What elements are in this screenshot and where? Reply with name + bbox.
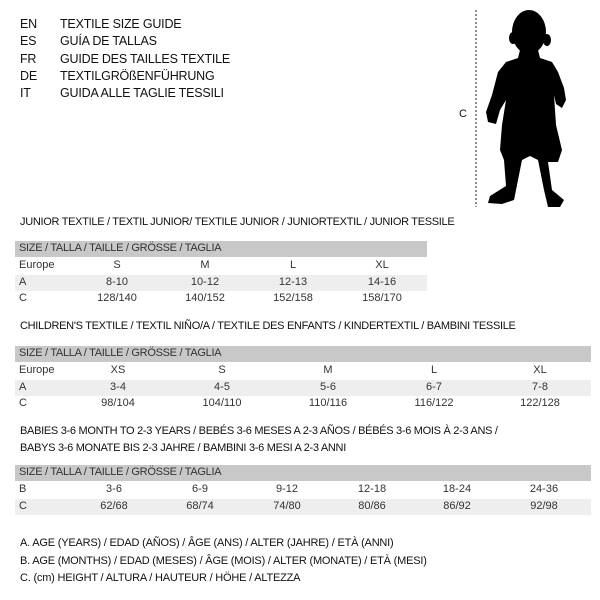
table-row: Europe S M L XL	[15, 258, 427, 274]
table-row: A 8-10 10-12 12-13 14-16	[15, 274, 427, 291]
table-cell: 6-7	[426, 380, 442, 393]
table-cell: 140/152	[185, 292, 225, 304]
row-label: C	[19, 499, 27, 512]
table-row: C 62/68 68/74 74/80 80/86 86/92 92/98	[15, 498, 591, 515]
language-code: EN	[20, 17, 37, 31]
table-cell: 5-6	[320, 380, 336, 393]
table-cell: 110/116	[308, 397, 348, 409]
table-header-label: SIZE / TALLA / TAILLE / GRÖSSE / TAGLIA	[19, 347, 222, 359]
table-cell: 9-12	[275, 483, 299, 495]
table-cell: 152/158	[273, 292, 313, 304]
table-title: JUNIOR TEXTILE / TEXTIL JUNIOR/ TEXTILE …	[20, 216, 455, 228]
language-code: DE	[20, 68, 37, 83]
height-measure-label: C	[459, 108, 467, 120]
language-title: TEXTILE SIZE GUIDE	[60, 17, 182, 31]
table-cell: S	[113, 259, 121, 271]
legend-item: C. (cm) HEIGHT / ALTURA / HAUTEUR / HÖHE…	[20, 572, 301, 584]
row-label: Europe	[19, 364, 55, 376]
table-cell: 116/122	[414, 397, 454, 409]
language-title: GUIDA ALLE TAGLIE TESSILI	[60, 86, 224, 101]
row-label: A	[19, 275, 27, 288]
table-cell: 128/140	[97, 292, 137, 304]
table-cell: 92/98	[530, 499, 558, 512]
table-cell: 12-18	[357, 483, 387, 495]
row-label: A	[19, 380, 27, 393]
table-title-line2: BABYS 3-6 MONATE BIS 2-3 JAHRE / BAMBINI…	[20, 442, 346, 454]
language-title: GUIDE DES TAILLES TEXTILE	[60, 51, 231, 66]
language-code: ES	[20, 34, 37, 49]
table-cell: 3-4	[110, 380, 126, 393]
table-header-bar: SIZE / TALLA / TAILLE / GRÖSSE / TAGLIA	[15, 465, 591, 481]
row-label: C	[19, 292, 27, 304]
table-cell: 24-36	[529, 483, 559, 495]
table-cell: 7-8	[532, 380, 548, 393]
table-row: Europe XS S M L XL	[15, 363, 591, 379]
table-cell: 8-10	[105, 275, 129, 288]
language-code: FR	[20, 51, 37, 66]
table-cell: 10-12	[190, 275, 220, 288]
table-cell: 3-6	[106, 483, 122, 495]
table-row: C 128/140 140/152 152/158 158/170	[15, 291, 427, 307]
table-cell: 62/68	[100, 499, 128, 512]
legend-item: B. AGE (MONTHS) / EDAD (MESES) / ÂGE (MO…	[20, 554, 427, 567]
table-row: C 98/104 104/110 110/116 116/122 122/128	[15, 396, 591, 412]
row-label: Europe	[19, 259, 55, 271]
table-cell: 122/128	[520, 397, 560, 409]
table-cell: M	[200, 259, 210, 271]
language-code: IT	[20, 86, 31, 101]
table-title: BABIES 3-6 MONTH TO 2-3 YEARS / BEBÉS 3-…	[20, 425, 498, 437]
table-cell: 104/110	[202, 397, 242, 409]
table-row: A 3-4 4-5 5-6 6-7 7-8	[15, 379, 591, 396]
table-cell: XL	[375, 259, 389, 271]
table-cell: 4-5	[214, 380, 230, 393]
legend-item: A. AGE (YEARS) / EDAD (AÑOS) / ÂGE (ANS)…	[20, 537, 394, 549]
table-header-bar: SIZE / TALLA / TAILLE / GRÖSSE / TAGLIA	[15, 346, 591, 362]
table-cell: L	[430, 364, 438, 376]
table-cell: 86/92	[443, 499, 471, 512]
table-cell: L	[289, 259, 297, 271]
language-title: GUÍA DE TALLAS	[60, 34, 157, 49]
table-cell: 6-9	[192, 483, 208, 495]
table-cell: XS	[110, 364, 126, 376]
table-cell: M	[323, 364, 333, 376]
table-cell: 158/170	[362, 292, 402, 304]
table-cell: 98/104	[101, 397, 135, 409]
row-label: B	[19, 483, 27, 495]
child-silhouette-icon	[475, 10, 566, 207]
table-cell: S	[218, 364, 226, 376]
table-cell: 14-16	[367, 275, 397, 288]
table-cell: 74/80	[273, 499, 301, 512]
table-cell: 68/74	[186, 499, 214, 512]
table-header-bar: SIZE / TALLA / TAILLE / GRÖSSE / TAGLIA	[15, 241, 427, 257]
table-title: CHILDREN'S TEXTILE / TEXTIL NIÑO/A / TEX…	[20, 320, 516, 332]
table-cell: 80/86	[358, 499, 386, 512]
table-header-label: SIZE / TALLA / TAILLE / GRÖSSE / TAGLIA	[19, 242, 222, 254]
table-header-label: SIZE / TALLA / TAILLE / GRÖSSE / TAGLIA	[19, 466, 222, 478]
row-label: C	[19, 397, 27, 409]
language-title: TEXTILGRÖßENFÜHRUNG	[60, 68, 215, 83]
table-row: B 3-6 6-9 9-12 12-18 18-24 24-36	[15, 482, 591, 498]
table-cell: XL	[533, 364, 547, 376]
table-cell: 18-24	[442, 483, 472, 495]
table-cell: 12-13	[278, 275, 308, 288]
